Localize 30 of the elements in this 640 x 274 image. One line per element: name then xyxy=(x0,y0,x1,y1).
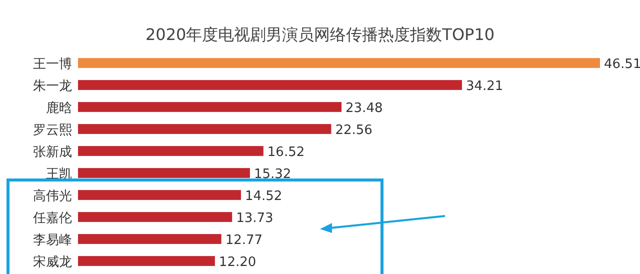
bar xyxy=(78,168,250,178)
y-tick-label: 张新成 xyxy=(33,145,72,160)
data-label: 46.51 xyxy=(604,57,640,72)
y-tick-label: 朱一龙 xyxy=(33,79,72,94)
y-tick-label: 李易峰 xyxy=(33,233,72,248)
data-label: 16.52 xyxy=(267,145,305,160)
data-label: 34.21 xyxy=(466,79,504,94)
data-label: 12.77 xyxy=(225,233,263,248)
bar xyxy=(78,102,342,112)
data-label: 13.73 xyxy=(236,211,274,226)
y-tick-label: 高伟光 xyxy=(33,188,72,204)
bar xyxy=(78,212,232,222)
data-label: 12.20 xyxy=(218,255,256,270)
data-label: 22.56 xyxy=(335,123,372,138)
data-label: 14.52 xyxy=(244,189,282,204)
data-label: 15.32 xyxy=(254,167,292,182)
y-tick-label: 王一博 xyxy=(33,57,72,72)
y-tick-label: 任嘉伦 xyxy=(32,211,72,226)
y-tick-label: 罗云熙 xyxy=(33,123,72,138)
bar xyxy=(78,234,222,244)
chart-title: 2020年度电视剧男演员网络传播热度指数TOP10 xyxy=(145,25,495,44)
data-label: 23.48 xyxy=(346,101,383,116)
y-tick-label: 宋威龙 xyxy=(33,254,72,270)
bar xyxy=(78,58,600,68)
bar xyxy=(78,256,215,266)
bar xyxy=(78,124,332,134)
y-tick-label: 鹿晗 xyxy=(46,101,72,116)
bar xyxy=(78,80,462,90)
bar xyxy=(78,146,264,156)
bar xyxy=(78,190,241,200)
